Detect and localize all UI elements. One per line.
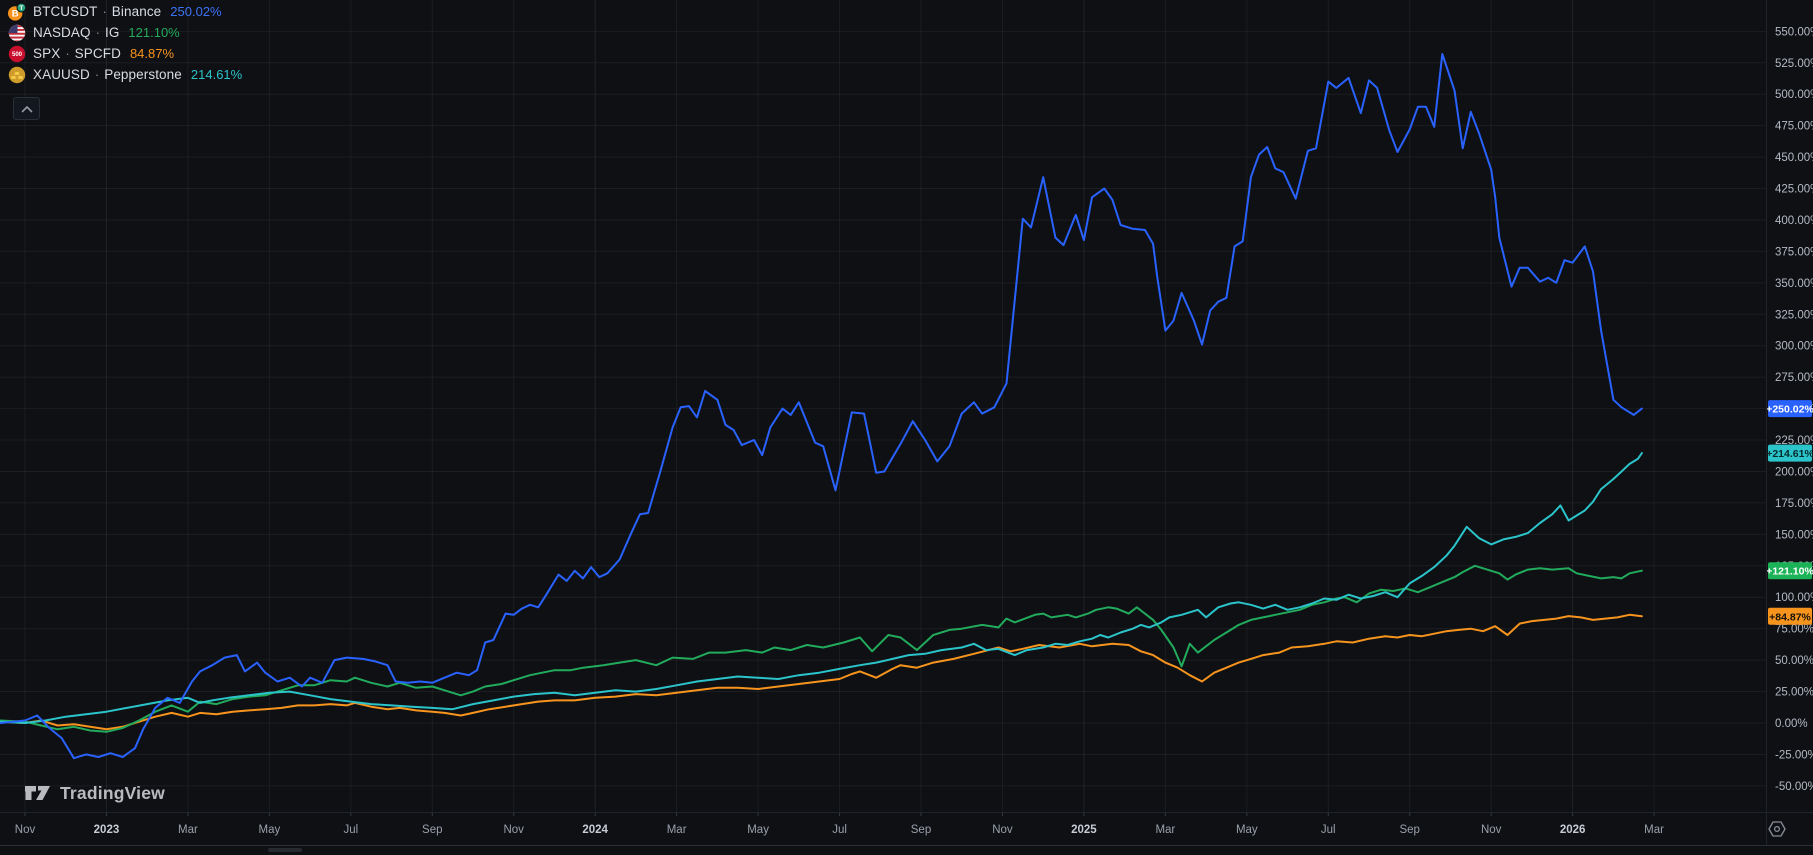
tradingview-logo[interactable]: TradingView (24, 781, 165, 805)
price-axis-label: 200.00% (1775, 466, 1813, 478)
sp500-icon: 500 (8, 45, 26, 62)
separator: · (94, 67, 100, 82)
price-axis-label: 425.00% (1775, 184, 1813, 196)
symbol-legend: B T BTCUSDT · Binance 250.02% (8, 1, 242, 85)
price-axis-label: 150.00% (1775, 529, 1813, 541)
legend-collapse-button[interactable] (13, 97, 40, 120)
time-axis-label: Nov (992, 824, 1013, 836)
price-axis-label: 350.00% (1775, 278, 1813, 290)
time-axis-label: May (258, 824, 280, 836)
price-badge-btcusdt: +250.02% (1766, 400, 1813, 418)
time-axis-label: Mar (1155, 824, 1175, 836)
price-axis-label: 25.00% (1775, 687, 1813, 699)
time-axis-label: Mar (178, 824, 198, 836)
price-badge-spx: +84.87% (1768, 607, 1812, 625)
time-axis-label: Nov (1481, 824, 1502, 836)
exchange-name: Binance (111, 4, 162, 19)
symbol-name: SPX (33, 46, 61, 61)
btcusdt-icon: B T (8, 2, 26, 21)
symbol-name: BTCUSDT (33, 4, 98, 19)
separator: · (95, 25, 100, 40)
svg-text:+214.61%: +214.61% (1766, 448, 1813, 460)
price-axis-label: 400.00% (1775, 215, 1813, 227)
chevron-up-icon (21, 105, 32, 112)
time-axis-label: Jul (343, 824, 358, 836)
time-axis-label: Nov (503, 824, 524, 836)
time-axis-label: Sep (1399, 824, 1419, 836)
price-axis-label: 325.00% (1775, 309, 1813, 321)
time-axis-label: Jul (832, 824, 847, 836)
gold-icon (8, 66, 26, 83)
change-percent: 250.02% (170, 4, 222, 19)
gridlines (0, 0, 1766, 812)
separator: · (65, 46, 70, 61)
price-axis-label: 300.00% (1775, 341, 1813, 353)
time-axis-label: 2023 (94, 824, 120, 836)
price-axis-label: 500.00% (1775, 89, 1813, 101)
axis-settings-gear-icon[interactable] (1768, 821, 1786, 837)
price-axis-label: 475.00% (1775, 121, 1813, 133)
svg-text:+121.10%: +121.10% (1766, 566, 1813, 578)
series-line-btcusdt (0, 53, 1643, 760)
exchange-name: Pepperstone (104, 67, 182, 82)
time-axis-label: Sep (911, 824, 931, 836)
price-axis-label: 0.00% (1775, 718, 1808, 730)
series-line-nasdaq (0, 564, 1643, 733)
price-axis-label: 75.00% (1775, 624, 1813, 636)
separator: · (102, 4, 107, 19)
series-lines (0, 53, 1643, 760)
exchange-name: SPCFD (74, 46, 121, 61)
price-axis-label: -50.00% (1775, 781, 1813, 793)
svg-text:500: 500 (12, 52, 23, 58)
legend-item-nasdaq[interactable]: NASDAQ · IG 121.10% (8, 22, 242, 43)
change-percent: 121.10% (128, 25, 180, 40)
time-axis-label: May (1236, 824, 1258, 836)
time-axis-label: Mar (667, 824, 687, 836)
series-line-xauusd (0, 452, 1643, 724)
price-axis-label: 175.00% (1775, 498, 1813, 510)
price-axis-label: -25.00% (1775, 749, 1813, 761)
horizontal-scrollbar-thumb[interactable] (268, 848, 302, 852)
price-badge-nasdaq: +121.10% (1766, 562, 1813, 580)
svg-text:+84.87%: +84.87% (1769, 611, 1811, 623)
time-axis-label: 2025 (1071, 824, 1097, 836)
price-badge-xauusd: +214.61% (1766, 444, 1813, 462)
change-percent: 214.61% (190, 67, 243, 82)
legend-item-btcusdt[interactable]: B T BTCUSDT · Binance 250.02% (8, 1, 242, 22)
price-axis-label: 100.00% (1775, 592, 1813, 604)
price-axis-label: 525.00% (1775, 58, 1813, 70)
time-axis-label: Jul (1321, 824, 1336, 836)
time-axis-label: May (747, 824, 769, 836)
legend-item-spx[interactable]: 500 SPX · SPCFD 84.87% (8, 43, 242, 64)
svg-text:T: T (19, 5, 23, 12)
price-axis[interactable]: 550.00% 525.00% 500.00% 475.00% 450.00% 425.0… (1766, 26, 1813, 793)
price-axis-label: 550.00% (1775, 26, 1813, 38)
series-line-spx (0, 613, 1643, 731)
time-axis-label: Nov (15, 824, 36, 836)
logo-text: TradingView (60, 782, 165, 803)
price-axis-label: 450.00% (1775, 152, 1813, 164)
change-percent: 84.87% (129, 46, 175, 61)
time-axis-label: 2026 (1560, 824, 1586, 836)
time-axis-label: Mar (1644, 824, 1664, 836)
price-axis-label: 275.00% (1775, 372, 1813, 384)
svg-text:B: B (12, 8, 19, 19)
nasdaq-flag-icon (8, 24, 26, 41)
time-axis[interactable]: Nov 2023 Mar May Jul Sep Nov 2024 Mar May Jul Sep No… (15, 812, 1664, 836)
symbol-name: XAUUSD (33, 67, 90, 82)
exchange-name: IG (104, 25, 120, 40)
time-axis-label: 2024 (582, 824, 608, 836)
tradingview-mark-icon (25, 786, 50, 800)
price-axis-label: 225.00% (1775, 435, 1813, 447)
svg-text:+250.02%: +250.02% (1766, 404, 1813, 416)
price-axis-label: 375.00% (1775, 246, 1813, 258)
legend-item-xauusd[interactable]: XAUUSD · Pepperstone 214.61% (8, 64, 242, 85)
symbol-name: NASDAQ (33, 25, 91, 40)
time-axis-label: Sep (422, 824, 442, 836)
price-axis-label: 50.00% (1775, 655, 1813, 667)
